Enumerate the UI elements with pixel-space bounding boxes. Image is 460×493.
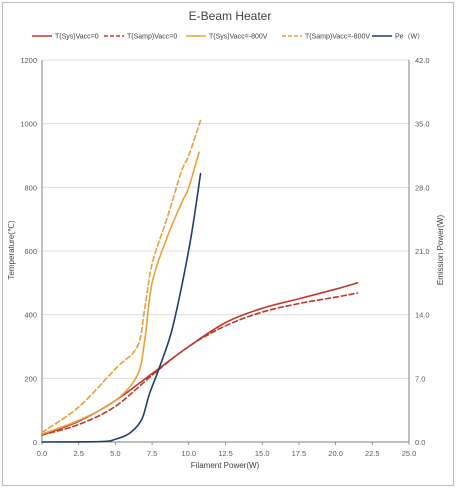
x-tick-label: 10.0 — [181, 449, 196, 458]
gridlines — [42, 59, 409, 443]
y-tick-label: 400 — [24, 311, 37, 320]
y2-tick-label: 0.0 — [415, 438, 425, 447]
legend: T(Sys)Vacc=0 T(Samp)Vacc=0 T(Sys)Vacc=-800… — [32, 33, 424, 41]
y2-tick-label: 21.0 — [415, 247, 430, 256]
x-tick-label: 25.0 — [402, 449, 417, 458]
y2-tick-label: 7.0 — [415, 374, 425, 383]
chart-frame — [2, 2, 454, 486]
x-tick-label: 0.0 — [37, 449, 47, 458]
legend-label: T(Sys)Vacc=0 — [55, 34, 99, 41]
legend-label: T(Sys)Vacc=-800V — [209, 34, 268, 41]
series-line-5 — [41, 172, 202, 443]
y-tick-label: 200 — [24, 374, 37, 383]
legend-label: T(Samp)Vacc=-800V — [305, 34, 370, 41]
x-tick-label: 20.0 — [328, 449, 343, 458]
y-tick-label: 800 — [24, 183, 37, 192]
series-line-3 — [41, 151, 200, 435]
y2-axis-label: Emission Power(W) — [436, 215, 445, 286]
x-tick-label: 12.5 — [218, 449, 233, 458]
y-tick-label: 600 — [24, 247, 37, 256]
y-tick-label: 1200 — [20, 56, 37, 65]
x-tick-label: 22.5 — [365, 449, 380, 458]
legend-label: Pe（W） — [395, 33, 424, 41]
series-line-2 — [41, 292, 359, 436]
x-tick-label: 17.5 — [292, 449, 307, 458]
series-group — [41, 119, 359, 443]
series-line-4 — [41, 119, 202, 434]
y2-tick-label: 14.0 — [415, 311, 430, 320]
legend-label: T(Samp)Vacc=0 — [127, 34, 177, 41]
y2-tick-label: 28.0 — [415, 183, 430, 192]
x-axis-label: Filament Power(W) — [191, 461, 260, 470]
y2-tick-label: 42.0 — [415, 56, 430, 65]
y-axis-label: Temperature(℃) — [7, 220, 16, 280]
x-tick-label: 5.0 — [110, 449, 120, 458]
axes — [41, 60, 410, 445]
y-tick-label: 1000 — [20, 120, 37, 129]
chart-title: E-Beam Heater — [189, 9, 272, 23]
y2-tick-label: 35.0 — [415, 120, 430, 129]
x-tick-label: 2.5 — [73, 449, 83, 458]
y-tick-label: 0 — [33, 438, 37, 447]
x-tick-label: 7.5 — [147, 449, 157, 458]
x-tick-label: 15.0 — [255, 449, 270, 458]
series-line-1 — [41, 282, 359, 436]
